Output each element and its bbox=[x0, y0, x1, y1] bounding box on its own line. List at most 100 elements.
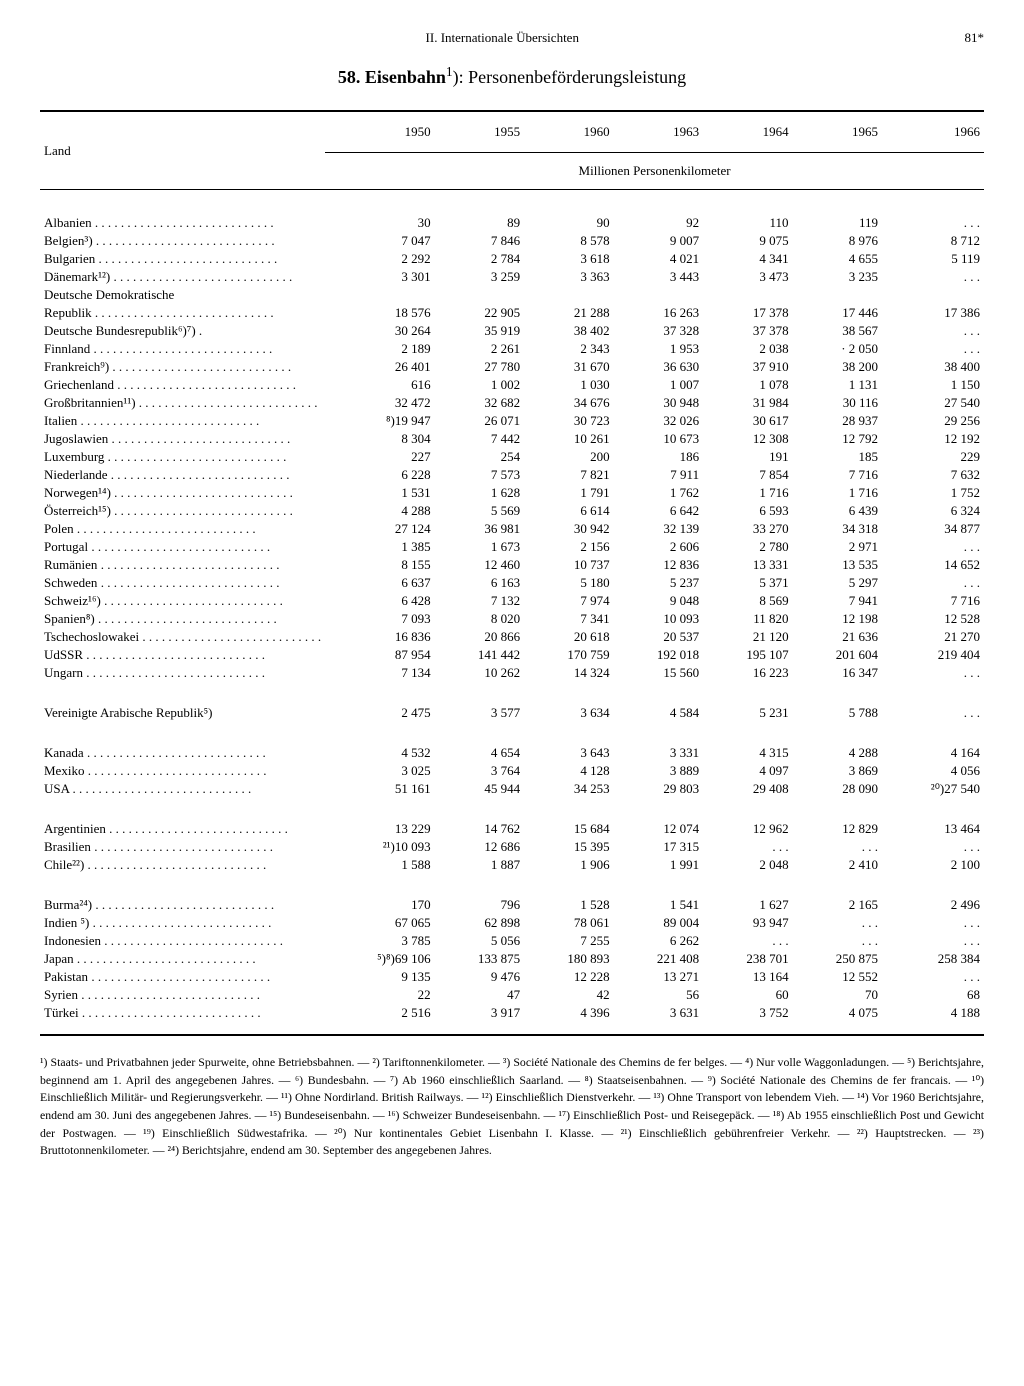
value-cell: 250 875 bbox=[793, 950, 882, 968]
value-cell: 92 bbox=[614, 214, 703, 232]
table-row: Portugal1 3851 6732 1562 6062 7802 971. … bbox=[40, 538, 984, 556]
value-cell: 3 235 bbox=[793, 268, 882, 286]
value-cell: 4 584 bbox=[614, 704, 703, 722]
value-cell: 200 bbox=[524, 448, 613, 466]
value-cell: 34 877 bbox=[882, 520, 984, 538]
value-cell: 20 537 bbox=[614, 628, 703, 646]
value-cell: 4 056 bbox=[882, 762, 984, 780]
value-cell: 1 716 bbox=[703, 484, 792, 502]
value-cell: . . . bbox=[882, 968, 984, 986]
value-cell: 10 093 bbox=[614, 610, 703, 628]
title-sup: 1 bbox=[446, 64, 453, 79]
value-cell: 4 075 bbox=[793, 1004, 882, 1022]
value-cell: 2 100 bbox=[882, 856, 984, 874]
value-cell bbox=[614, 286, 703, 304]
value-cell: 8 155 bbox=[325, 556, 435, 574]
value-cell: 42 bbox=[524, 986, 613, 1004]
value-cell: 141 442 bbox=[435, 646, 524, 664]
value-cell: 30 723 bbox=[524, 412, 613, 430]
title-main: Eisenbahn bbox=[365, 67, 446, 87]
country-cell: Belgien³) bbox=[40, 232, 325, 250]
value-cell: 3 259 bbox=[435, 268, 524, 286]
table-row: Republik18 57622 90521 28816 26317 37817… bbox=[40, 304, 984, 322]
value-cell: 32 682 bbox=[435, 394, 524, 412]
table-row: Deutsche Bundesrepublik⁶)⁷) .30 26435 91… bbox=[40, 322, 984, 340]
value-cell: . . . bbox=[882, 340, 984, 358]
value-cell: 16 347 bbox=[793, 664, 882, 682]
country-cell: Deutsche Bundesrepublik⁶)⁷) . bbox=[40, 322, 325, 340]
value-cell: 30 bbox=[325, 214, 435, 232]
country-cell: Rumänien bbox=[40, 556, 325, 574]
year-header-row: Land 1950 1955 1960 1963 1964 1965 1966 bbox=[40, 111, 984, 153]
country-cell: Kanada bbox=[40, 744, 325, 762]
value-cell: 3 643 bbox=[524, 744, 613, 762]
table-row: Argentinien13 22914 76215 68412 07412 96… bbox=[40, 820, 984, 838]
value-cell: 1 078 bbox=[703, 376, 792, 394]
value-cell: 3 631 bbox=[614, 1004, 703, 1022]
value-cell: 12 792 bbox=[793, 430, 882, 448]
value-cell: 33 270 bbox=[703, 520, 792, 538]
value-cell: 34 253 bbox=[524, 780, 613, 798]
value-cell: 29 803 bbox=[614, 780, 703, 798]
value-cell: . . . bbox=[793, 838, 882, 856]
section-title: II. Internationale Übersichten bbox=[426, 30, 579, 46]
value-cell: 195 107 bbox=[703, 646, 792, 664]
value-cell: 258 384 bbox=[882, 950, 984, 968]
value-cell: 227 bbox=[325, 448, 435, 466]
value-cell: 18 576 bbox=[325, 304, 435, 322]
value-cell: 22 bbox=[325, 986, 435, 1004]
value-cell: 26 401 bbox=[325, 358, 435, 376]
value-cell: 8 578 bbox=[524, 232, 613, 250]
value-cell: 78 061 bbox=[524, 914, 613, 932]
value-cell: 4 396 bbox=[524, 1004, 613, 1022]
value-cell: 15 395 bbox=[524, 838, 613, 856]
country-cell: Republik bbox=[40, 304, 325, 322]
value-cell: 70 bbox=[793, 986, 882, 1004]
value-cell: 67 065 bbox=[325, 914, 435, 932]
value-cell: 229 bbox=[882, 448, 984, 466]
value-cell: 13 535 bbox=[793, 556, 882, 574]
table-row: USA51 16145 94434 25329 80329 40828 090²… bbox=[40, 780, 984, 798]
value-cell: 51 161 bbox=[325, 780, 435, 798]
page-number: 81* bbox=[965, 30, 985, 46]
value-cell: 2 971 bbox=[793, 538, 882, 556]
table-head: Land 1950 1955 1960 1963 1964 1965 1966 … bbox=[40, 111, 984, 190]
value-cell: 29 408 bbox=[703, 780, 792, 798]
value-cell: 13 331 bbox=[703, 556, 792, 574]
value-cell: 12 192 bbox=[882, 430, 984, 448]
country-cell: Jugoslawien bbox=[40, 430, 325, 448]
value-cell: . . . bbox=[882, 932, 984, 950]
value-cell: 12 074 bbox=[614, 820, 703, 838]
value-cell: 27 540 bbox=[882, 394, 984, 412]
value-cell: 34 676 bbox=[524, 394, 613, 412]
value-cell bbox=[882, 286, 984, 304]
country-cell: Japan bbox=[40, 950, 325, 968]
value-cell: . . . bbox=[882, 574, 984, 592]
value-cell: 13 164 bbox=[703, 968, 792, 986]
value-cell: 37 910 bbox=[703, 358, 792, 376]
country-cell: Dänemark¹²) bbox=[40, 268, 325, 286]
value-cell: 1 673 bbox=[435, 538, 524, 556]
table-row: Jugoslawien8 3047 44210 26110 67312 3081… bbox=[40, 430, 984, 448]
table-row: Großbritannien¹¹)32 47232 68234 67630 94… bbox=[40, 394, 984, 412]
value-cell: 21 636 bbox=[793, 628, 882, 646]
table-title: 58. Eisenbahn1): Personenbeförderungslei… bbox=[40, 64, 984, 88]
value-cell: 62 898 bbox=[435, 914, 524, 932]
value-cell: 4 655 bbox=[793, 250, 882, 268]
value-cell: 3 634 bbox=[524, 704, 613, 722]
value-cell: 12 829 bbox=[793, 820, 882, 838]
value-cell: . . . bbox=[882, 664, 984, 682]
value-cell: 30 948 bbox=[614, 394, 703, 412]
page-header: II. Internationale Übersichten 81* bbox=[40, 30, 984, 46]
value-cell: 14 652 bbox=[882, 556, 984, 574]
value-cell: 1 628 bbox=[435, 484, 524, 502]
value-cell: 796 bbox=[435, 896, 524, 914]
year-1963: 1963 bbox=[614, 111, 703, 153]
country-cell: Schweden bbox=[40, 574, 325, 592]
value-cell: 47 bbox=[435, 986, 524, 1004]
value-cell: 5 056 bbox=[435, 932, 524, 950]
value-cell: 15 684 bbox=[524, 820, 613, 838]
value-cell: 6 439 bbox=[793, 502, 882, 520]
table-row: Mexiko3 0253 7644 1283 8894 0973 8694 05… bbox=[40, 762, 984, 780]
value-cell: 6 614 bbox=[524, 502, 613, 520]
